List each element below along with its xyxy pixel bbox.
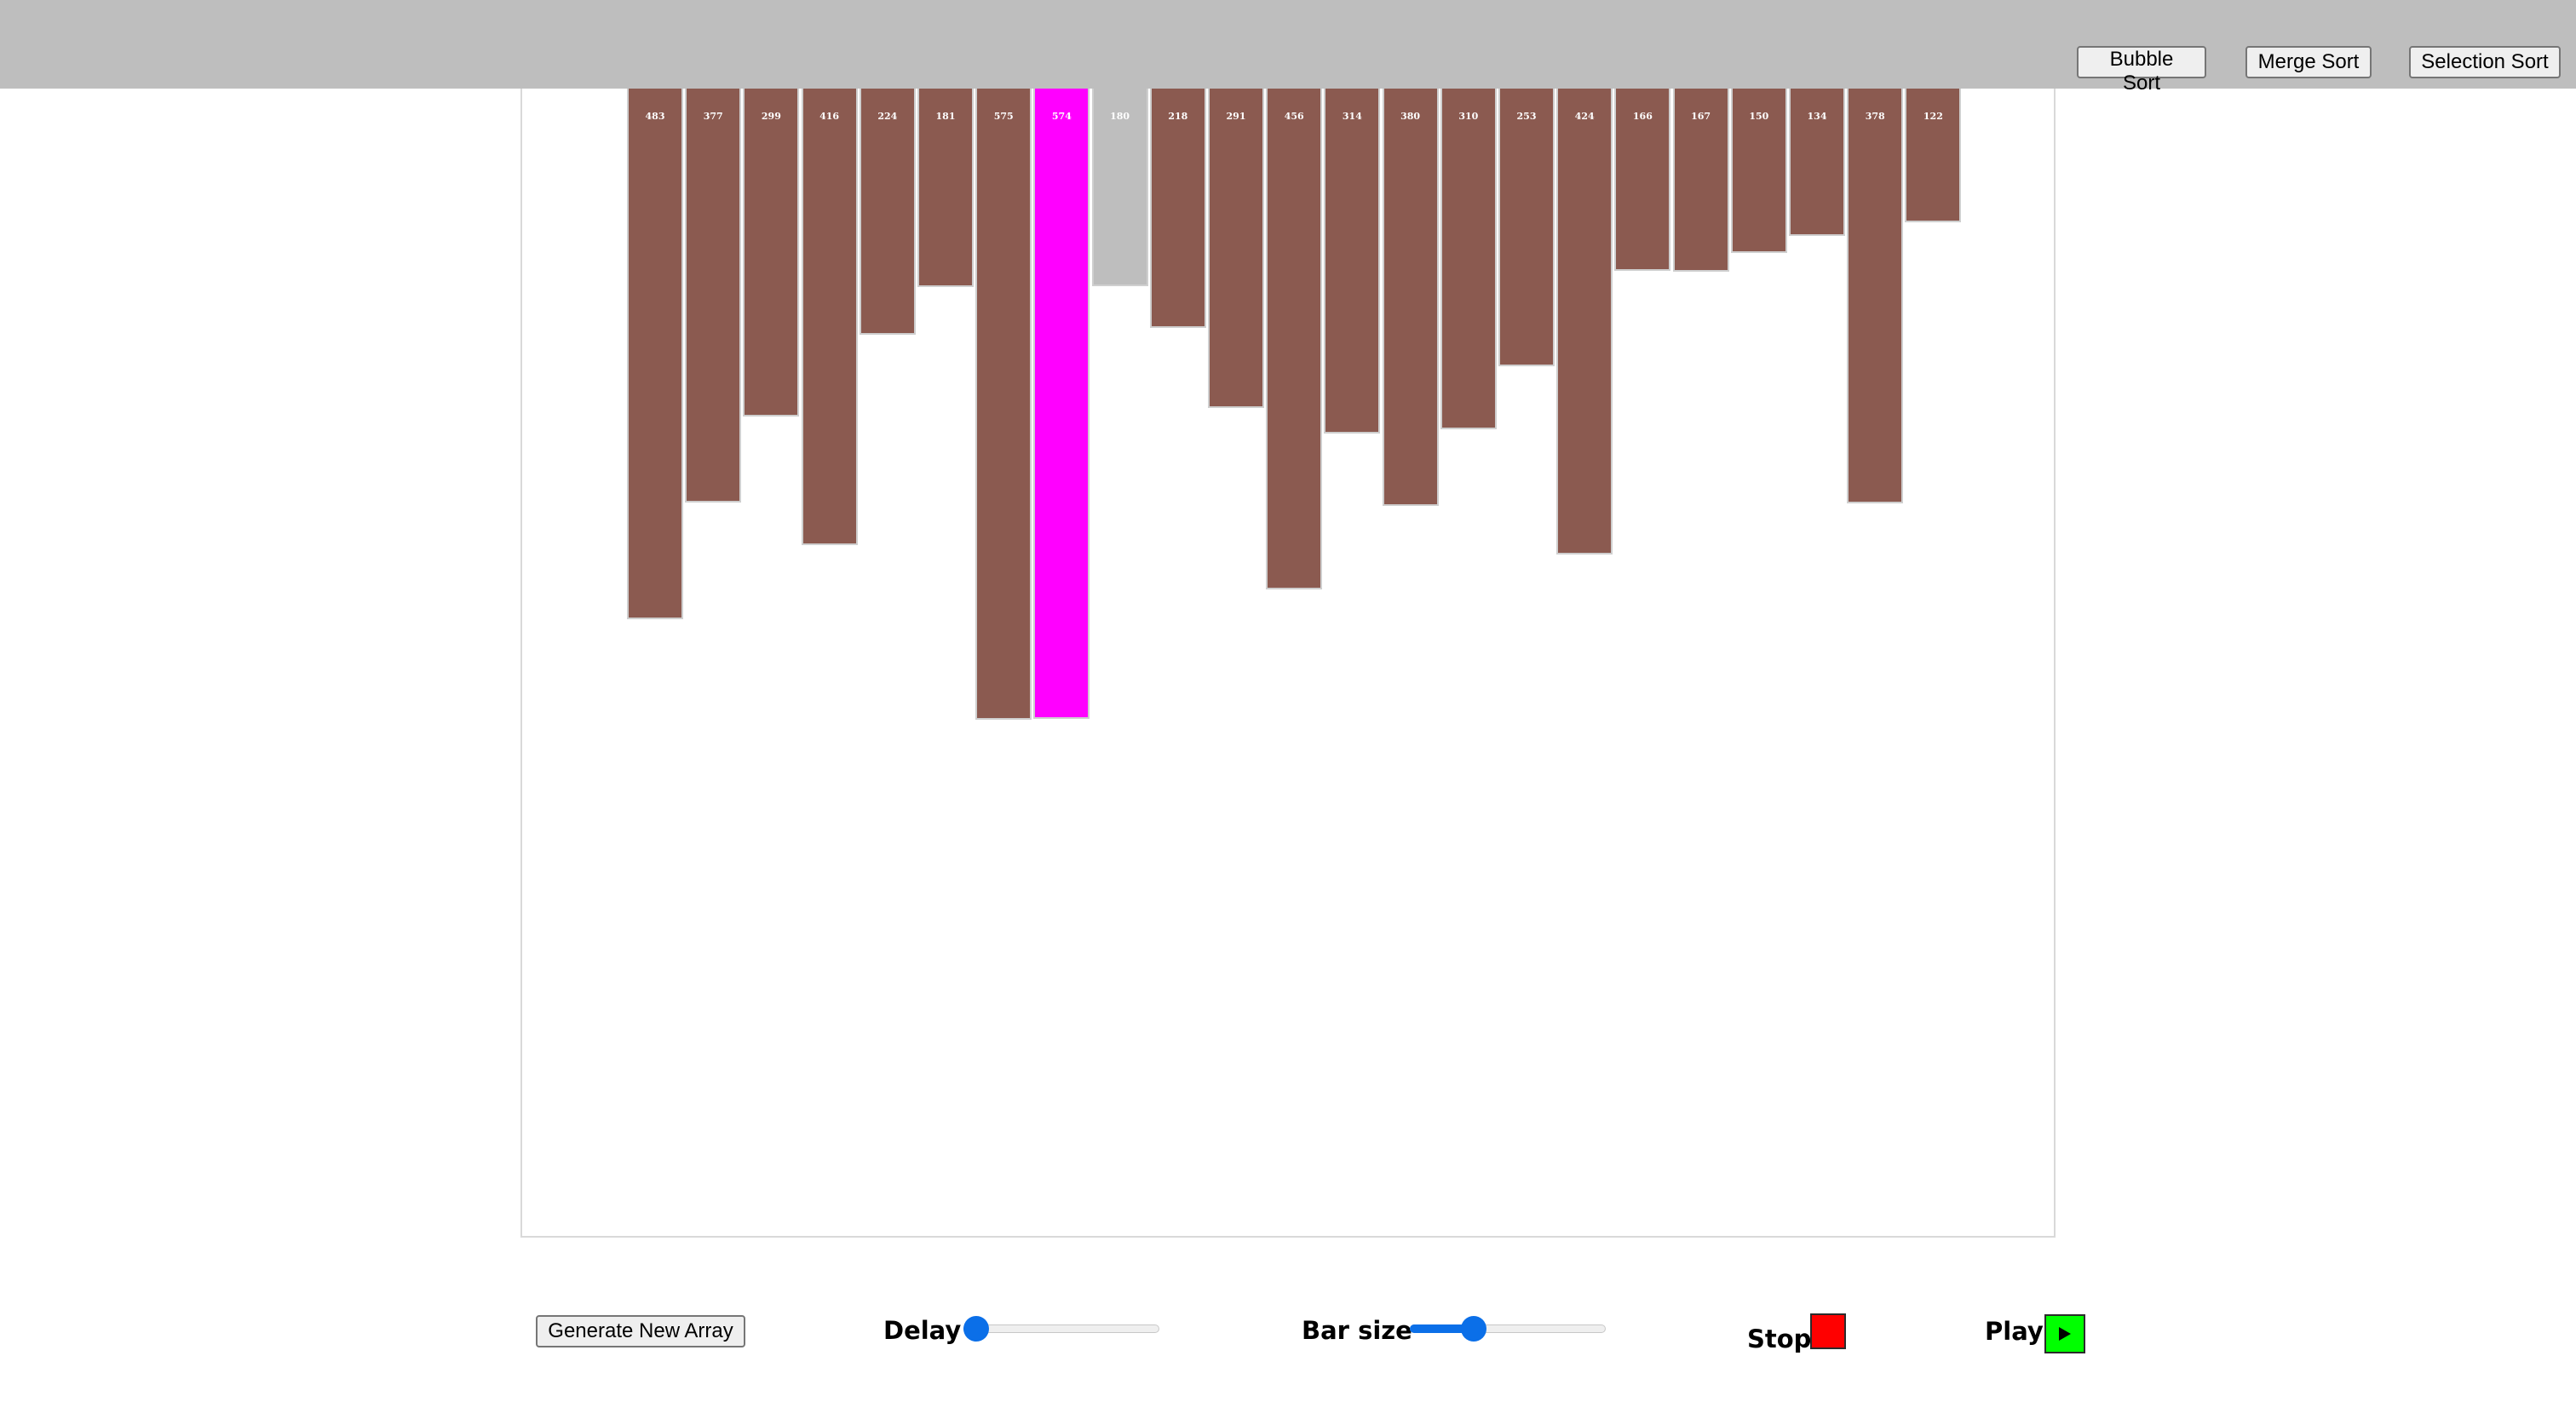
bar-value-label: 424 xyxy=(1574,111,1595,122)
bar-container: 483 377 299 416 224 181 575 574 180 218 291 456 314 3… xyxy=(522,89,2054,1236)
array-bar: 134 xyxy=(1789,89,1845,236)
bar-value-label: 575 xyxy=(993,111,1014,122)
bar-value-label: 134 xyxy=(1807,111,1827,122)
play-label: Play xyxy=(1985,1317,2044,1346)
bar-value-label: 218 xyxy=(1168,111,1188,122)
array-bar: 378 xyxy=(1847,89,1904,503)
delay-slider-track xyxy=(963,1324,1159,1333)
array-bar: 150 xyxy=(1730,89,1787,253)
array-bar: 253 xyxy=(1498,89,1555,366)
bar-value-label: 314 xyxy=(1342,111,1362,122)
array-bar: 167 xyxy=(1672,89,1729,272)
merge-sort-button[interactable]: Merge Sort xyxy=(2245,46,2372,78)
top-toolbar: Bubble Sort Merge Sort Selection Sort xyxy=(0,0,2576,95)
bar-value-label: 291 xyxy=(1226,111,1246,122)
bar-value-label: 310 xyxy=(1458,111,1479,122)
array-bar: 574 xyxy=(1033,89,1090,719)
selection-sort-button[interactable]: Selection Sort xyxy=(2409,46,2561,78)
array-bar: 224 xyxy=(859,89,916,335)
bar-size-slider-thumb[interactable] xyxy=(1461,1316,1486,1342)
play-button[interactable] xyxy=(2044,1314,2085,1353)
bar-size-label: Bar size xyxy=(1302,1316,1412,1345)
bar-value-label: 456 xyxy=(1284,111,1304,122)
array-bar: 424 xyxy=(1556,89,1613,554)
bar-value-label: 380 xyxy=(1400,111,1421,122)
bar-value-label: 167 xyxy=(1691,111,1711,122)
delay-slider-thumb[interactable] xyxy=(963,1316,989,1342)
control-panel: Generate New Array Delay Bar size Stop P… xyxy=(0,1278,2576,1402)
array-bar: 310 xyxy=(1440,89,1497,429)
bar-value-label: 224 xyxy=(877,111,898,122)
bar-value-label: 166 xyxy=(1632,111,1653,122)
delay-label: Delay xyxy=(883,1316,962,1345)
array-bar: 575 xyxy=(975,89,1032,720)
bar-value-label: 180 xyxy=(1110,111,1130,122)
bubble-sort-button[interactable]: Bubble Sort xyxy=(2077,46,2206,95)
bar-value-label: 416 xyxy=(819,111,840,122)
array-bar: 314 xyxy=(1324,89,1381,434)
bar-value-label: 377 xyxy=(703,111,723,122)
bar-value-label: 122 xyxy=(1923,111,1943,122)
bar-size-slider[interactable] xyxy=(1410,1316,1606,1342)
play-triangle-icon xyxy=(2059,1327,2071,1341)
bar-value-label: 574 xyxy=(1051,111,1072,122)
array-bar: 377 xyxy=(685,89,742,503)
bar-value-label: 181 xyxy=(935,111,956,122)
array-bar: 291 xyxy=(1208,89,1264,408)
array-bar: 299 xyxy=(743,89,800,417)
stop-square-icon[interactable] xyxy=(1810,1313,1846,1349)
visualizer-canvas: 483 377 299 416 224 181 575 574 180 218 291 456 314 3… xyxy=(520,89,2056,1238)
delay-slider[interactable] xyxy=(963,1316,1159,1342)
bar-value-label: 483 xyxy=(645,111,665,122)
array-bar: 181 xyxy=(917,89,974,287)
array-bar: 180 xyxy=(1091,89,1148,286)
array-bar: 166 xyxy=(1614,89,1671,271)
bar-value-label: 150 xyxy=(1749,111,1769,122)
bar-value-label: 378 xyxy=(1865,111,1885,122)
array-bar: 218 xyxy=(1149,89,1206,328)
array-bar: 416 xyxy=(801,89,858,545)
array-bar: 483 xyxy=(627,89,683,619)
stop-label: Stop xyxy=(1747,1324,1812,1353)
array-bar: 122 xyxy=(1905,89,1962,222)
bar-value-label: 253 xyxy=(1516,111,1537,122)
array-bar: 380 xyxy=(1382,89,1439,506)
bar-size-slider-fill xyxy=(1410,1324,1474,1333)
array-bar: 456 xyxy=(1266,89,1323,589)
bar-value-label: 299 xyxy=(761,111,781,122)
generate-new-array-button[interactable]: Generate New Array xyxy=(536,1315,745,1347)
